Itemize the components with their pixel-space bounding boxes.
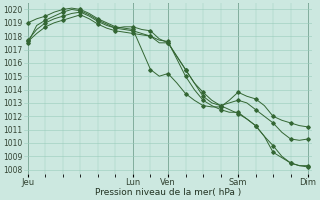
X-axis label: Pression niveau de la mer( hPa ): Pression niveau de la mer( hPa ) xyxy=(95,188,241,197)
